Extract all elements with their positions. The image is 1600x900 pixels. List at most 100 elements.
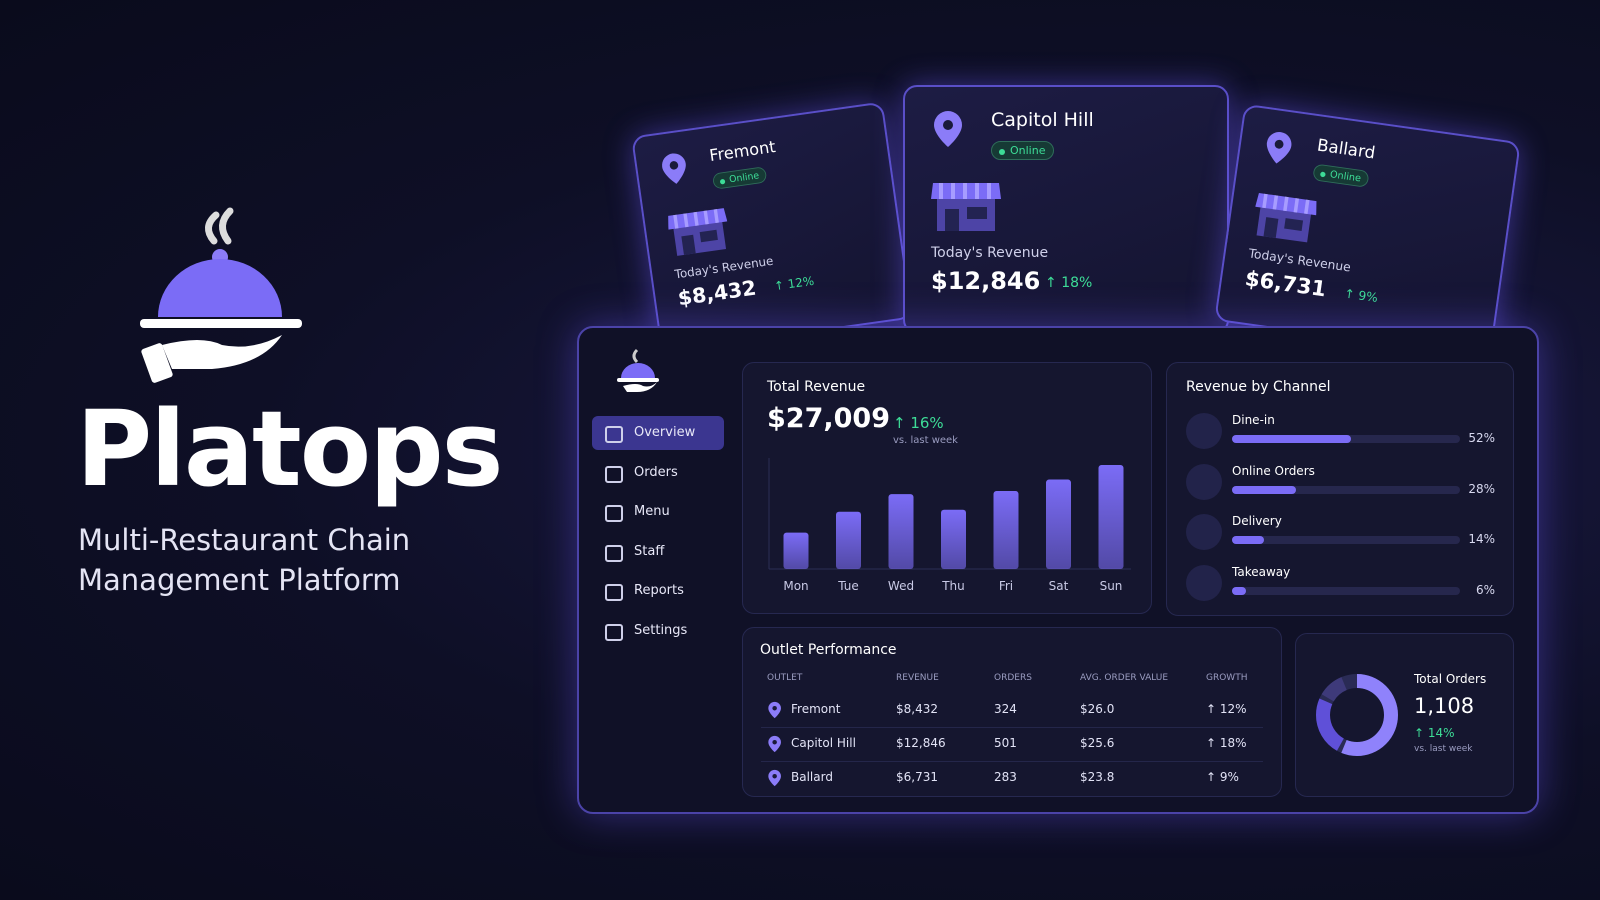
sidebar-logo <box>617 348 659 392</box>
status-badge: Online <box>991 141 1055 160</box>
channel-value: 6% <box>1475 582 1495 597</box>
pin-icon <box>1261 128 1296 171</box>
revenue-panel: Total Revenue $27,009 16% vs. last week … <box>742 362 1152 614</box>
channel-track <box>1232 435 1460 443</box>
bar <box>941 509 966 569</box>
channel-icon <box>1186 463 1222 500</box>
orders-comparison: vs. last week <box>1414 744 1473 754</box>
bar <box>993 491 1019 569</box>
table-cell: $23.8 <box>1080 770 1115 784</box>
table-cell: Capitol Hill <box>791 736 856 750</box>
x-tick-label: Thu <box>941 579 965 593</box>
nav-item[interactable]: Orders <box>592 456 724 490</box>
nav-item[interactable]: Overview <box>592 416 724 450</box>
x-tick-label: Mon <box>783 579 808 593</box>
x-tick-label: Sat <box>1049 579 1069 593</box>
channel-bar <box>1232 536 1264 544</box>
nav-item[interactable]: Reports <box>592 574 724 608</box>
nav-icon <box>605 465 623 483</box>
channel-name: Takeaway <box>1232 564 1291 579</box>
revenue-value: $8,432 <box>676 275 758 311</box>
table-cell: $26.0 <box>1080 702 1115 716</box>
table-cell: 9% <box>1206 770 1239 784</box>
channel-name: Delivery <box>1232 514 1282 528</box>
x-tick-label: Tue <box>837 579 859 593</box>
outlet-card: Capitol Hill Online Today's Revenue $12,846… <box>903 85 1229 334</box>
x-tick-label: Fri <box>999 579 1013 593</box>
nav-label: Menu <box>634 504 670 519</box>
row-divider <box>761 727 1263 728</box>
nav-item[interactable]: Settings <box>592 614 724 648</box>
tagline-line: Management Platform <box>78 563 401 597</box>
table-cell: Fremont <box>791 702 841 716</box>
brand-name: Platops <box>76 388 504 510</box>
revenue-value: $6,731 <box>1243 265 1328 302</box>
panel-title: Total Revenue <box>767 379 866 395</box>
revenue-growth: 9% <box>1343 287 1378 306</box>
nav-icon <box>605 426 623 443</box>
store-icon <box>1251 189 1319 248</box>
orders-value: 1,108 <box>1414 694 1475 718</box>
bar <box>783 532 809 569</box>
table-cell: $12,846 <box>896 736 946 750</box>
card-content: Capitol Hill Online Today's Revenue $12,846… <box>905 87 1225 327</box>
bar <box>836 511 861 569</box>
row-pin <box>767 735 782 755</box>
tagline: Multi-Restaurant Chain Management Platfor… <box>78 520 410 600</box>
nav-label: Settings <box>634 622 688 638</box>
table-cell: 324 <box>994 702 1017 716</box>
outlet-name: Capitol Hill <box>991 109 1094 131</box>
nav-item[interactable]: Staff <box>592 535 724 569</box>
pin-icon <box>658 150 692 191</box>
dashboard: Overview Orders Menu Staff Reports Settings T… <box>577 326 1539 814</box>
table-cell: Ballard <box>791 770 833 784</box>
tagline-line: Multi-Restaurant Chain <box>78 523 411 557</box>
store-icon <box>931 179 1001 237</box>
x-tick-label: Sun <box>1100 579 1123 593</box>
status-badge: Online <box>1312 163 1370 188</box>
channel-track <box>1232 586 1460 595</box>
channel-bar <box>1232 435 1351 443</box>
store-icon <box>666 205 732 262</box>
revenue-comparison: vs. last week <box>893 435 958 446</box>
revenue-growth: 18% <box>1045 275 1092 291</box>
table-cell: $6,731 <box>896 770 938 784</box>
outlet-name: Fremont <box>708 137 777 166</box>
table-cell: 12% <box>1206 702 1247 716</box>
bar <box>1098 465 1124 569</box>
nav-icon <box>605 544 623 562</box>
channel-track <box>1232 536 1460 544</box>
x-tick-label: Wed <box>888 579 914 593</box>
channel-value: 14% <box>1468 532 1495 546</box>
table-cell: 18% <box>1206 736 1247 750</box>
row-pin <box>767 769 782 789</box>
status-badge: Online <box>712 166 768 190</box>
column-header: REVENUE <box>896 673 939 683</box>
channel-icon <box>1186 413 1222 449</box>
orders-growth: 14% <box>1414 726 1455 740</box>
channel-bar <box>1232 586 1246 595</box>
channel-track <box>1232 485 1460 494</box>
revenue-label: Today's Revenue <box>931 245 1049 261</box>
column-header: AVG. ORDER VALUE <box>1080 673 1169 683</box>
table-cell: 283 <box>994 770 1017 784</box>
nav-item[interactable]: Menu <box>592 495 724 529</box>
table-cell: 501 <box>994 736 1017 750</box>
column-header: OUTLET <box>767 673 803 683</box>
outlet-name: Ballard <box>1315 135 1377 163</box>
nav-icon <box>605 505 623 522</box>
channel-icon <box>1186 514 1222 550</box>
channel-name: Dine-in <box>1232 413 1275 427</box>
revenue-chart: Mon Tue Wed Thu Fri Sat Sun <box>768 458 1131 593</box>
channel-bar <box>1232 485 1296 494</box>
outlet-panel: Outlet Performance OUTLET REVENUE ORDERS AV… <box>742 627 1282 797</box>
column-header: ORDERS <box>994 673 1032 683</box>
nav-label: Reports <box>634 583 684 598</box>
nav-label: Orders <box>634 464 678 480</box>
row-pin <box>767 701 782 721</box>
table-cell: $8,432 <box>896 702 938 716</box>
